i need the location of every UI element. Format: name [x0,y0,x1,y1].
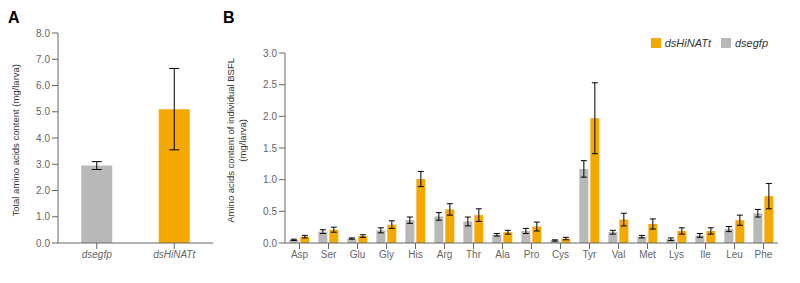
svg-text:Cys: Cys [552,249,569,260]
svg-text:2.0: 2.0 [263,111,277,122]
html-text:dsegfp: dsegfp [735,37,768,49]
svg-text:Phe: Phe [755,249,773,260]
svg-text:Ala: Ala [495,249,510,260]
svg-text:0.0: 0.0 [36,238,50,249]
html-text:dsHiNATt: dsHiNATt [664,37,711,49]
svg-text:2.5: 2.5 [263,79,277,90]
svg-text:2.0: 2.0 [36,185,50,196]
svg-text:0.5: 0.5 [263,206,277,217]
svg-text:Gly: Gly [379,249,394,260]
svg-text:Met: Met [639,249,656,260]
html-text:Amino acids content of individ: Amino acids content of individual BSFL (… [225,58,248,223]
svg-text:0.0: 0.0 [263,238,277,249]
svg-text:Asp: Asp [291,249,309,260]
html-text:Total amino acids content (mg/: Total amino acids content (mg/larva) [10,64,21,217]
svg-text:6.0: 6.0 [36,80,50,91]
svg-text:Val: Val [612,249,626,260]
svg-text:4.0: 4.0 [36,133,50,144]
svg-text:Ser: Ser [321,249,337,260]
html-text:B: B [223,9,235,26]
svg-text:Tyr: Tyr [583,249,598,260]
svg-text:5.0: 5.0 [36,106,50,117]
svg-text:1.0: 1.0 [36,211,50,222]
svg-text:Thr: Thr [466,249,482,260]
svg-text:His: His [408,249,422,260]
html-text:A: A [8,9,20,26]
svg-text:7.0: 7.0 [36,54,50,65]
svg-text:Ile: Ile [700,249,711,260]
svg-text:8.0: 8.0 [36,28,50,39]
svg-text:1.0: 1.0 [263,174,277,185]
svg-text:1.5: 1.5 [263,143,277,154]
svg-text:Glu: Glu [350,249,366,260]
svg-text:dsegfp: dsegfp [82,249,112,260]
svg-text:Pro: Pro [524,249,540,260]
svg-text:dsHiNATt: dsHiNATt [153,249,196,260]
svg-text:Arg: Arg [437,249,453,260]
svg-text:3.0: 3.0 [263,48,277,59]
svg-text:Lys: Lys [669,249,684,260]
svg-text:3.0: 3.0 [36,159,50,170]
svg-text:Leu: Leu [726,249,743,260]
